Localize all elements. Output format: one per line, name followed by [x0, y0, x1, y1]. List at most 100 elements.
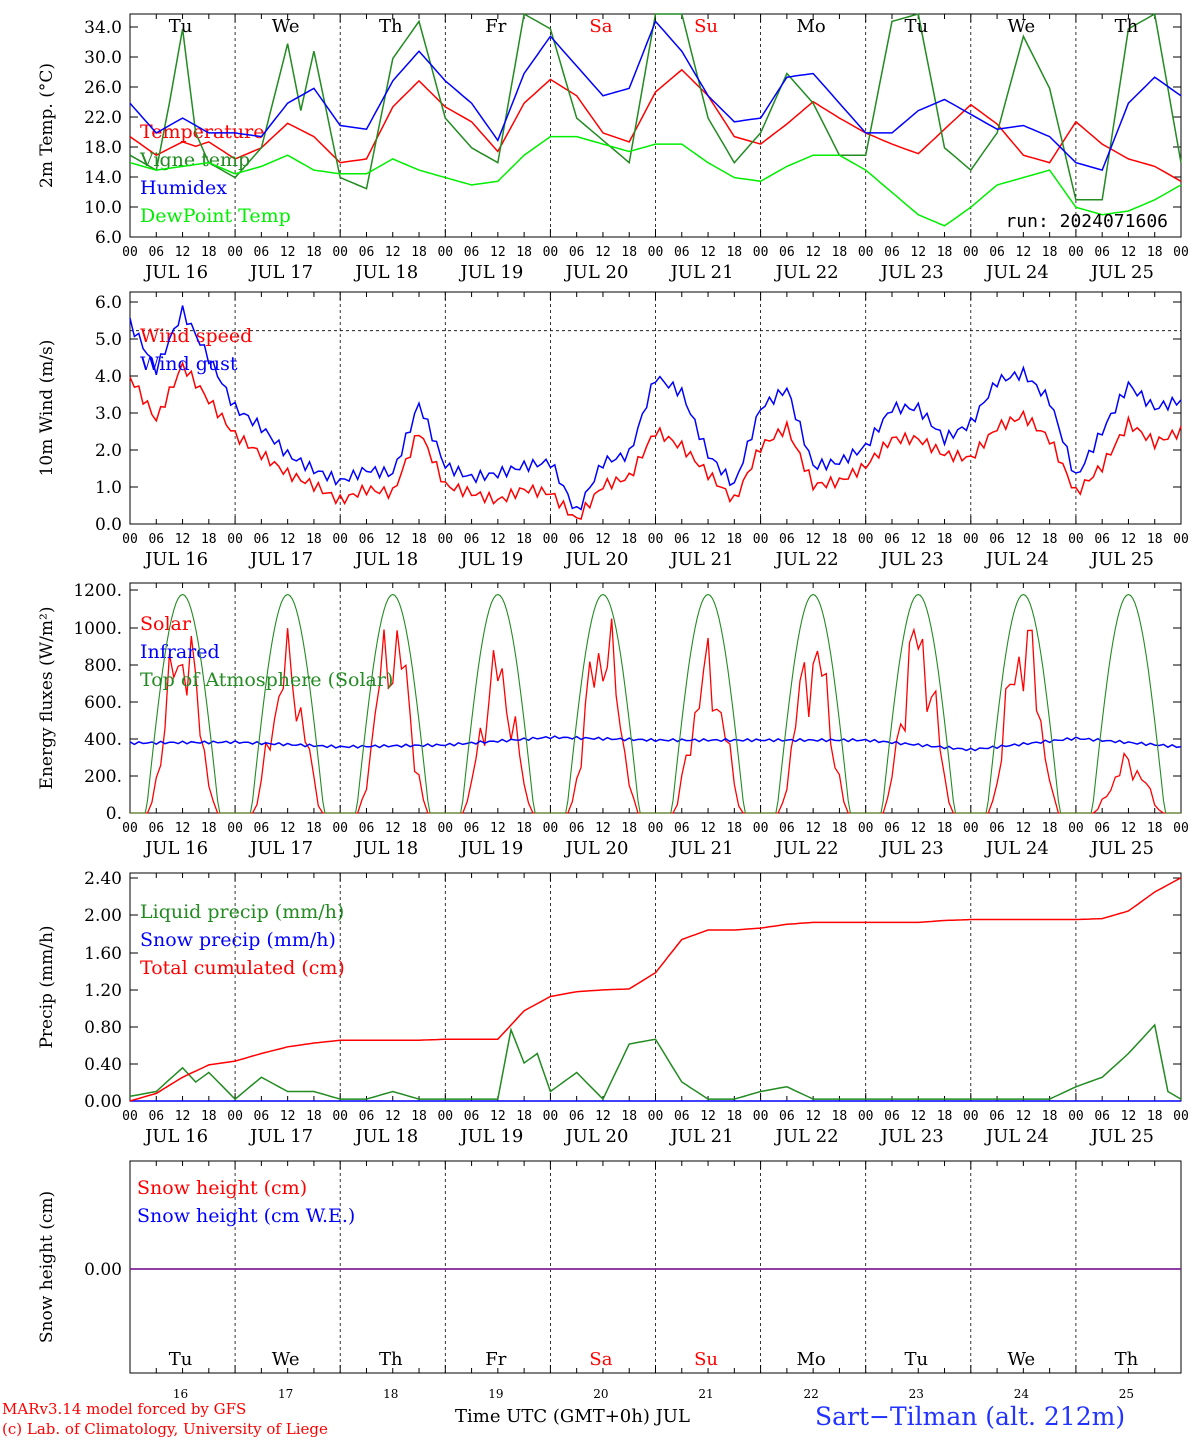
hour-tick-label: 06 — [884, 532, 900, 547]
hour-tick-label: 12 — [700, 245, 716, 260]
hour-tick-label: 18 — [411, 245, 427, 260]
day-label: JUL 16 — [143, 262, 208, 283]
y-tick-label: 600. — [84, 693, 122, 713]
y-tick-label: 0.0 — [95, 515, 122, 535]
weekday-bottom: Th — [379, 1349, 403, 1370]
hour-tick-label: 12 — [280, 1109, 296, 1124]
hour-tick-label: 00 — [1068, 1109, 1084, 1124]
hour-tick-label: 00 — [1173, 1109, 1189, 1124]
weekday-bottom: Mo — [797, 1349, 826, 1370]
hour-tick-label: 06 — [254, 1109, 270, 1124]
hour-tick-label: 00 — [963, 532, 979, 547]
hour-tick-label: 00 — [543, 532, 559, 547]
hour-tick-label: 12 — [805, 1109, 821, 1124]
day-label: JUL 20 — [563, 1126, 628, 1147]
hour-tick-label: 18 — [726, 821, 742, 836]
day-label: JUL 22 — [774, 262, 839, 283]
hour-tick-label: 00 — [122, 245, 138, 260]
day-label: JUL 16 — [143, 549, 208, 570]
hour-tick-label: 06 — [464, 821, 480, 836]
weekday-bottom: We — [1008, 1349, 1036, 1370]
day-label: JUL 17 — [248, 1126, 313, 1147]
hour-tick-label: 06 — [989, 821, 1005, 836]
y-tick-label: 6.0 — [95, 293, 122, 313]
y-tick-label: 1200. — [73, 581, 122, 601]
hour-tick-label: 12 — [910, 245, 926, 260]
hour-tick-label: 18 — [937, 821, 953, 836]
hour-tick-label: 12 — [175, 1109, 191, 1124]
day-label: JUL 21 — [669, 262, 734, 283]
hour-tick-label: 00 — [227, 245, 243, 260]
legend-entry: Top of Atmosphere (Solar) — [140, 669, 393, 691]
hour-tick-label: 06 — [464, 245, 480, 260]
y-tick-label: 6.0 — [95, 228, 122, 248]
hour-tick-label: 00 — [963, 1109, 979, 1124]
hour-tick-label: 12 — [385, 245, 401, 260]
y-tick-label: 34.0 — [84, 18, 122, 38]
day-label: JUL 17 — [248, 549, 313, 570]
day-label: JUL 22 — [774, 549, 839, 570]
legend-entry: DewPoint Temp — [140, 205, 291, 227]
hour-tick-label: 18 — [621, 821, 637, 836]
y-tick-label: 0.40 — [84, 1055, 122, 1075]
series-line — [129, 1023, 1182, 1101]
hour-tick-label: 00 — [437, 245, 453, 260]
legend-entry: Humidex — [140, 177, 227, 199]
hour-tick-label: 18 — [726, 245, 742, 260]
series-line — [129, 360, 1182, 521]
hour-tick-label: 18 — [937, 245, 953, 260]
day-number: 18 — [383, 1387, 398, 1401]
hour-tick-label: 06 — [989, 1109, 1005, 1124]
y-tick-label: 0.80 — [84, 1018, 122, 1038]
hour-tick-label: 06 — [674, 245, 690, 260]
hour-tick-label: 06 — [1094, 532, 1110, 547]
hour-tick-label: 12 — [700, 1109, 716, 1124]
hour-tick-label: 18 — [832, 245, 848, 260]
hour-tick-label: 18 — [621, 1109, 637, 1124]
hour-tick-label: 12 — [910, 821, 926, 836]
hour-tick-label: 12 — [1016, 1109, 1032, 1124]
hour-tick-label: 18 — [1147, 532, 1163, 547]
hour-tick-label: 18 — [1042, 821, 1058, 836]
weekday-bottom: Tu — [904, 1349, 928, 1370]
hour-tick-label: 18 — [1042, 245, 1058, 260]
hour-tick-label: 00 — [122, 532, 138, 547]
y-tick-label: 1.20 — [84, 981, 122, 1001]
hour-tick-label: 00 — [227, 532, 243, 547]
hour-tick-label: 06 — [884, 245, 900, 260]
day-label: JUL 18 — [353, 549, 418, 570]
hour-tick-label: 18 — [516, 1109, 532, 1124]
day-label: JUL 21 — [669, 838, 734, 859]
hour-tick-label: 06 — [359, 1109, 375, 1124]
y-axis-label: Energy fluxes (W/m²) — [37, 607, 57, 790]
hour-tick-label: 06 — [1094, 1109, 1110, 1124]
y-tick-label: 1.60 — [84, 944, 122, 964]
day-label: JUL 22 — [774, 1126, 839, 1147]
hour-tick-label: 12 — [595, 1109, 611, 1124]
hour-tick-label: 00 — [227, 1109, 243, 1124]
hour-tick-label: 12 — [805, 821, 821, 836]
hour-tick-label: 12 — [910, 1109, 926, 1124]
day-label: JUL 19 — [458, 549, 523, 570]
series-line — [129, 735, 1182, 752]
day-label: JUL 23 — [879, 549, 944, 570]
hour-tick-label: 00 — [1173, 821, 1189, 836]
y-tick-label: 0.00 — [84, 1260, 122, 1280]
hour-tick-label: 00 — [858, 821, 874, 836]
y-tick-label: 1000. — [73, 619, 122, 639]
legend-entry: Snow precip (mm/h) — [140, 929, 336, 951]
legend-entry: Total cumulated (cm) — [140, 957, 345, 979]
hour-tick-label: 00 — [1068, 821, 1084, 836]
hour-tick-label: 12 — [1016, 245, 1032, 260]
hour-tick-label: 12 — [175, 821, 191, 836]
hour-tick-label: 18 — [832, 1109, 848, 1124]
panel-2: 0.0 1.0 2.0 3.0 4.0 5.0 6.0 10m Wind (m/s) 00 06 1… — [37, 291, 1189, 570]
hour-tick-label: 00 — [753, 532, 769, 547]
hour-tick-label: 06 — [674, 821, 690, 836]
hour-tick-label: 00 — [437, 821, 453, 836]
hour-tick-label: 18 — [1147, 245, 1163, 260]
hour-tick-label: 06 — [464, 532, 480, 547]
hour-tick-label: 18 — [201, 1109, 217, 1124]
day-number: 24 — [1014, 1387, 1030, 1401]
hour-tick-label: 12 — [385, 1109, 401, 1124]
